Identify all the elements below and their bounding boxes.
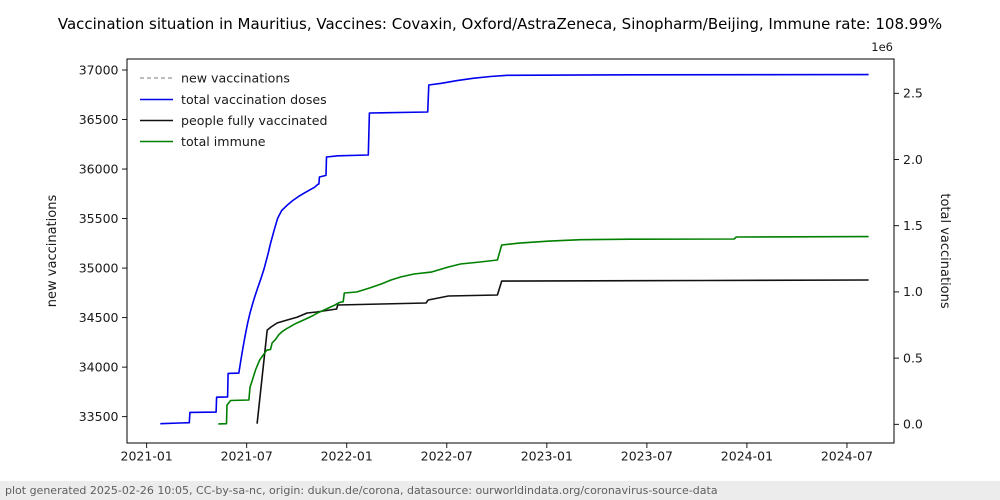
right-axis-ticks: 0.0 0.5 1.0 1.5 2.0 2.5 — [894, 86, 923, 432]
series-line-people-fully-vaccinated — [256, 279, 869, 424]
right-axis-offset-label: 1e6 — [871, 40, 893, 54]
right-tick-label: 2.0 — [903, 152, 923, 167]
left-axis-label: new vaccinations — [45, 195, 60, 308]
data-series-lines — [160, 73, 869, 425]
x-axis-ticks: 2021-01 2021-07 2022-01 2022-07 2023-01 2023-… — [121, 443, 873, 464]
legend-label: new vaccinations — [181, 70, 290, 85]
right-tick-label: 0.0 — [903, 417, 923, 432]
chart-title: Vaccination situation in Mauritius, Vacc… — [57, 15, 943, 33]
legend-label: people fully vaccinated — [181, 113, 327, 128]
right-tick-label: 0.5 — [903, 350, 923, 365]
x-tick-label: 2024-07 — [821, 449, 873, 464]
left-tick-label: 37000 — [79, 62, 119, 77]
left-tick-label: 35500 — [79, 211, 119, 226]
attribution-footer: plot generated 2025-02-26 10:05, CC-by-s… — [0, 481, 1000, 500]
series-line-total-vaccination-doses — [160, 73, 869, 425]
x-tick-label: 2024-01 — [721, 449, 773, 464]
left-tick-label: 36000 — [79, 161, 119, 176]
x-tick-label: 2023-01 — [521, 449, 573, 464]
left-tick-label: 35000 — [79, 260, 119, 275]
plot-frame — [126, 58, 895, 444]
x-tick-label: 2023-07 — [621, 449, 673, 464]
legend-label: total vaccination doses — [181, 92, 327, 107]
right-tick-label: 1.5 — [903, 218, 923, 233]
left-tick-label: 34000 — [79, 359, 119, 374]
left-tick-label: 34500 — [79, 310, 119, 325]
x-tick-label: 2022-01 — [321, 449, 373, 464]
left-axis-ticks: 33500 34000 34500 35000 35500 36000 36500 37000 — [79, 62, 127, 424]
right-tick-label: 1.0 — [903, 284, 923, 299]
x-tick-label: 2021-01 — [121, 449, 173, 464]
right-axis-label: total vaccinations — [937, 193, 952, 309]
left-tick-label: 33500 — [79, 409, 119, 424]
chart-legend: new vaccinations total vaccination doses p… — [140, 70, 327, 149]
legend-label: total immune — [181, 134, 266, 149]
x-tick-label: 2022-07 — [421, 449, 473, 464]
right-tick-label: 2.5 — [903, 86, 923, 101]
series-line-total-immune — [218, 235, 869, 425]
left-tick-label: 36500 — [79, 112, 119, 127]
x-tick-label: 2021-07 — [221, 449, 273, 464]
